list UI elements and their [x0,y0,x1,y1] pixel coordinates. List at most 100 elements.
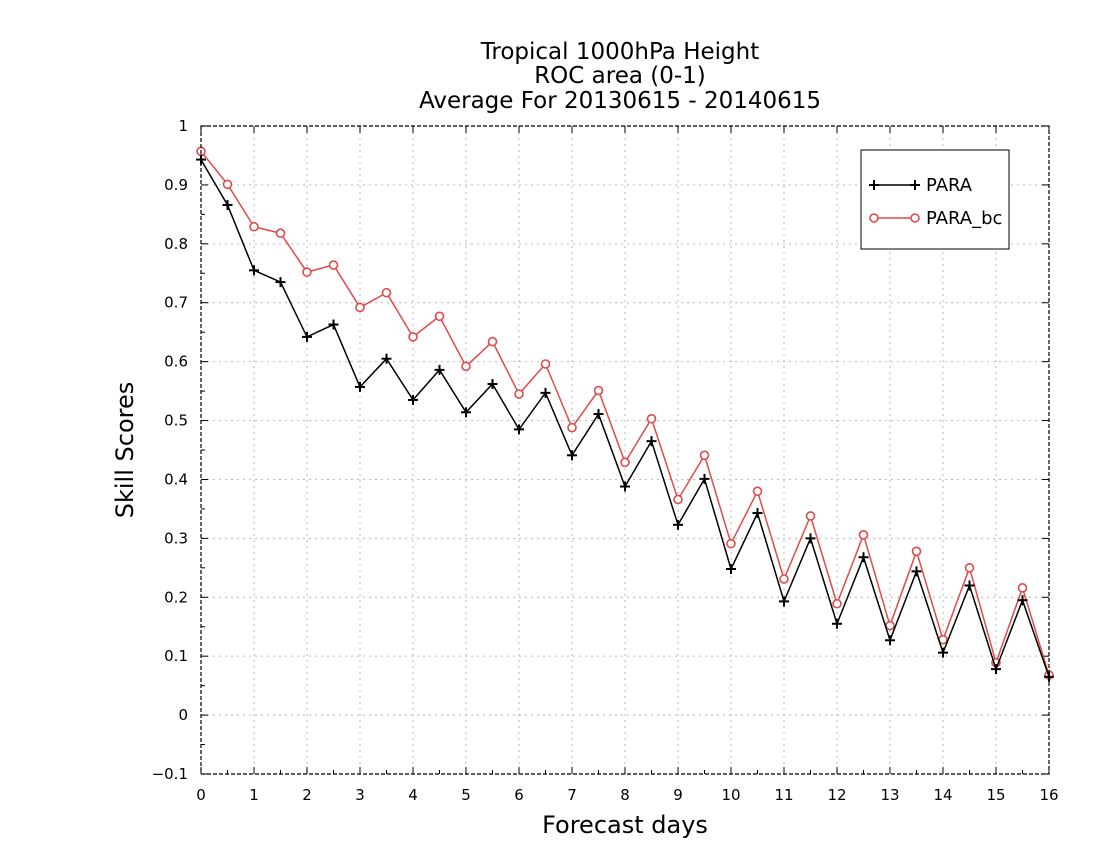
data-point-para [964,580,975,591]
data-point-para-bc [540,359,551,369]
data-point-para [991,664,1001,675]
y-tick-label: 0.4 [164,470,188,488]
x-tick-label: 8 [620,786,630,804]
data-point-para-bc [275,228,286,239]
data-point-para [381,353,392,364]
legend-item-para: PARA [869,175,973,196]
data-point-para-bc [752,486,763,497]
data-point-para [673,519,683,530]
data-point-para [779,596,789,607]
data-point-para-bc [434,311,445,322]
data-point-para-bc [620,457,630,468]
legend: PARA PARA_bc [860,149,1010,250]
x-tick-label: 16 [1039,786,1058,804]
data-point-para [1017,595,1028,606]
data-point-para [620,481,630,492]
data-point-para [355,381,365,392]
data-point-para-bc [885,620,895,631]
data-point-para [885,635,895,646]
data-point-para-bc [779,574,789,584]
chart-title-line-2: ROC area (0-1) [534,63,706,89]
data-point-para-bc [1017,583,1028,593]
data-point-para [302,331,312,342]
x-tick-label: 2 [302,786,312,804]
data-point-para-bc [408,332,418,342]
series-layer [196,146,1054,682]
data-point-para [699,473,710,484]
data-point-para-bc [487,336,498,347]
y-tick-label: 0.8 [164,235,188,253]
data-point-para [726,563,736,574]
x-tick-label: 12 [827,786,846,804]
x-tick-label: 7 [567,786,577,804]
x-tick-label: 15 [986,786,1005,804]
data-point-para [911,566,922,577]
data-point-para-bc [355,302,365,313]
series-para [196,154,1054,682]
chart-title-line-3: Average For 20130615 - 20140615 [419,88,821,114]
legend-item-para-bc: PARA_bc [869,208,1002,229]
data-point-para-bc [222,179,233,190]
legend-marker [869,213,879,223]
plot-frame [200,125,1050,775]
legend-marker [910,213,920,223]
data-point-para [408,394,418,405]
y-axis-label: Skill Scores [111,382,139,519]
data-point-para-bc [381,287,392,298]
y-tick-label: −0.1 [152,765,188,783]
data-point-para-bc [858,530,869,540]
grid [201,126,1049,774]
x-tick-label: 3 [355,786,365,804]
data-point-para-bc [249,221,259,232]
data-point-para-bc [726,538,736,549]
data-point-para-bc [567,422,577,433]
x-tick-label: 10 [721,786,740,804]
data-point-para [434,364,445,375]
x-axis-label: Forecast days [542,811,708,839]
data-point-para [487,379,498,390]
x-tick-label: 9 [673,786,683,804]
axes: 0 1 2 3 4 5 6 7 8 9 10 11 12 13 14 15 16−0.100.10.20.30.… [152,117,1059,804]
data-point-para-bc [805,511,816,521]
legend-marker [869,180,879,190]
data-point-para-bc [832,598,842,609]
data-point-para [567,450,577,461]
y-tick-label: 0.2 [164,588,188,606]
data-point-para [858,552,869,563]
legend-box [860,149,1010,250]
data-point-para [646,436,657,447]
x-tick-label: 0 [196,786,206,804]
data-point-para-bc [514,389,524,399]
y-tick-label: 0.5 [164,412,188,430]
legend-label-para-bc: PARA_bc [926,208,1002,229]
y-tick-label: 0.7 [164,294,188,312]
chart-title: Tropical 1000hPa Height ROC area (0-1) A… [419,39,821,114]
x-tick-label: 11 [774,786,793,804]
data-point-para [222,199,233,210]
data-point-para-bc [593,385,604,396]
y-tick-label: 0.6 [164,353,188,371]
data-point-para [461,407,471,418]
x-tick-label: 1 [249,786,259,804]
y-tick-label: 1 [178,117,188,135]
data-point-para [249,265,259,276]
data-point-para [832,618,842,629]
data-point-para [328,319,339,330]
data-point-para [540,387,551,398]
data-point-para [938,647,948,658]
legend-label-para: PARA [926,175,973,196]
data-point-para [275,277,286,288]
data-point-para [593,409,604,420]
data-point-para-bc [646,413,657,424]
data-point-para-bc [911,546,922,557]
x-tick-label: 4 [408,786,418,804]
chart-title-line-1: Tropical 1000hPa Height [480,39,760,65]
data-point-para-bc [302,267,312,277]
legend-marker [910,180,920,190]
data-point-para [514,424,524,435]
data-point-para-bc [328,260,339,270]
y-tick-label: 0.1 [164,647,188,665]
data-point-para [805,533,816,544]
